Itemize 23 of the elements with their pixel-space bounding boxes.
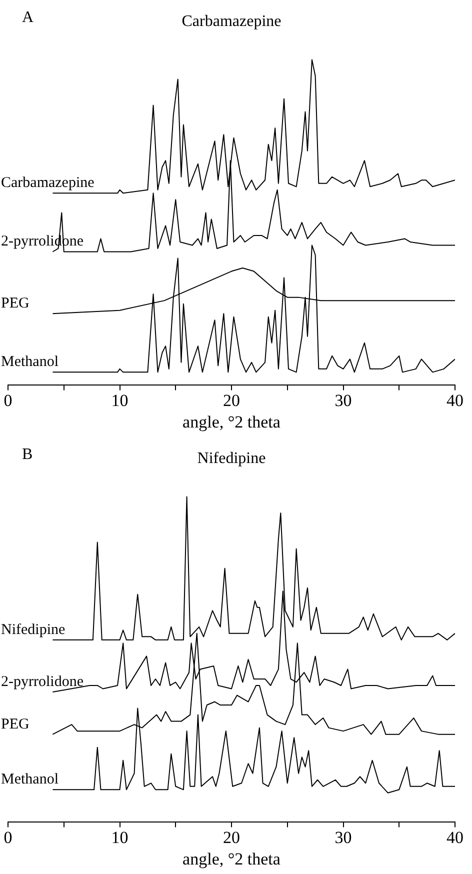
series-label: Methanol [1,354,58,370]
x-tick-label: 20 [223,390,240,410]
series-label: PEG [1,716,30,732]
x-tick-label: 0 [4,390,12,410]
x-tick-label: 40 [446,828,464,847]
x-tick-label: 0 [4,828,12,847]
x-tick-label: 40 [446,390,464,410]
chart-title: Nifedipine [197,450,266,467]
text: B [22,446,33,463]
series-label: 2-pyrrolidone [1,674,84,690]
chart-title: Carbamazepine [182,12,282,30]
x-tick-label: 30 [334,828,352,847]
x-tick-label: 30 [334,390,352,410]
series-label: PEG [1,296,30,312]
series-label: Nifedipine [1,622,66,638]
text: A [22,9,34,26]
series-label: Methanol [1,772,58,788]
x-axis-title: angle, °2 theta [182,849,281,868]
x-tick-label: 10 [111,390,128,410]
x-tick-label: 20 [223,828,240,847]
x-tick-label: 10 [111,828,128,847]
x-axis-title: angle, °2 theta [182,412,281,432]
series-label: Carbamazepine [1,175,95,192]
